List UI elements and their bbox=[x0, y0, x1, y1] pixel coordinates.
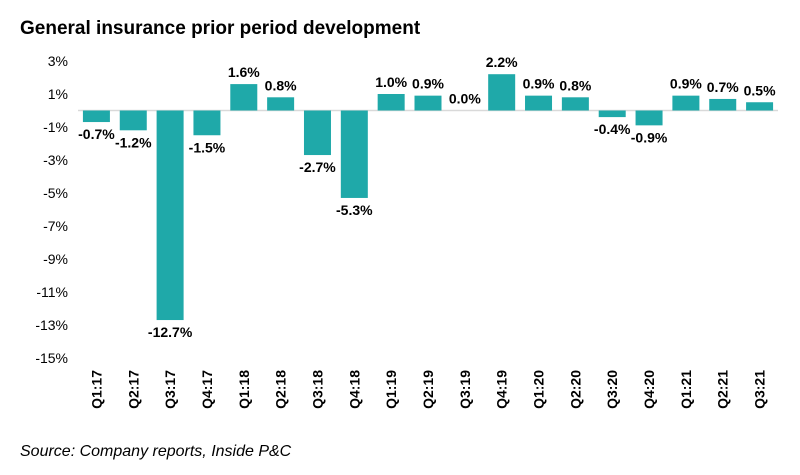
y-tick-label: -9% bbox=[43, 251, 68, 267]
data-label: -0.7% bbox=[78, 126, 115, 142]
y-tick-label: -15% bbox=[35, 350, 68, 366]
x-tick-label: Q2:17 bbox=[125, 370, 141, 409]
source-note: Source: Company reports, Inside P&C bbox=[20, 443, 292, 460]
bar bbox=[672, 95, 700, 111]
data-label: 0.8% bbox=[265, 77, 297, 93]
bar bbox=[746, 102, 774, 111]
x-tick-label: Q3:17 bbox=[162, 370, 178, 409]
y-tick-label: -7% bbox=[43, 218, 68, 234]
data-label: 1.0% bbox=[375, 74, 407, 90]
x-tick-label: Q3:18 bbox=[309, 370, 325, 409]
data-label: -2.7% bbox=[299, 159, 336, 175]
y-tick-label: -13% bbox=[35, 317, 68, 333]
bar bbox=[267, 97, 295, 111]
data-label: 0.9% bbox=[412, 76, 444, 92]
x-tick-label: Q4:18 bbox=[346, 370, 362, 409]
data-label: -1.2% bbox=[115, 134, 152, 150]
bar bbox=[119, 110, 147, 131]
data-label: -5.3% bbox=[336, 202, 373, 218]
x-tick-label: Q3:20 bbox=[604, 370, 620, 409]
x-tick-label: Q2:21 bbox=[715, 370, 731, 409]
x-tick-label: Q2:18 bbox=[273, 370, 289, 409]
bar bbox=[82, 110, 110, 123]
data-label: 0.7% bbox=[707, 79, 739, 95]
bar bbox=[156, 110, 184, 321]
data-label: 0.5% bbox=[744, 82, 776, 98]
data-label: 0.9% bbox=[523, 76, 555, 92]
bar bbox=[525, 95, 553, 111]
y-tick-label: -1% bbox=[43, 119, 68, 135]
bar bbox=[561, 97, 589, 111]
x-tick-label: Q1:20 bbox=[531, 370, 547, 409]
x-tick-label: Q4:19 bbox=[494, 370, 510, 409]
y-tick-label: -3% bbox=[43, 152, 68, 168]
x-tick-label: Q3:19 bbox=[457, 370, 473, 409]
bar bbox=[709, 98, 737, 111]
bar bbox=[414, 95, 442, 111]
x-tick-label: Q2:19 bbox=[420, 370, 436, 409]
bar bbox=[635, 110, 663, 126]
x-tick-label: Q2:20 bbox=[567, 370, 583, 409]
data-label: 0.8% bbox=[559, 77, 591, 93]
x-tick-label: Q4:17 bbox=[199, 370, 215, 409]
y-tick-label: 1% bbox=[48, 86, 68, 102]
data-label: 0.9% bbox=[670, 76, 702, 92]
y-tick-label: -5% bbox=[43, 185, 68, 201]
data-label: 0.0% bbox=[449, 91, 481, 107]
x-tick-label: Q1:18 bbox=[236, 370, 252, 409]
data-label: -12.7% bbox=[148, 324, 193, 340]
x-tick-label: Q1:21 bbox=[678, 370, 694, 409]
data-label: 2.2% bbox=[486, 54, 518, 70]
x-tick-label: Q3:21 bbox=[752, 370, 768, 409]
x-tick-label: Q4:20 bbox=[641, 370, 657, 409]
bar bbox=[377, 94, 405, 111]
bar bbox=[230, 84, 258, 111]
y-tick-label: -11% bbox=[36, 284, 68, 300]
bar bbox=[340, 110, 368, 198]
y-tick-label: 3% bbox=[48, 53, 68, 69]
data-label: -0.9% bbox=[631, 129, 668, 145]
x-tick-label: Q1:17 bbox=[88, 370, 104, 409]
bar bbox=[488, 74, 516, 111]
data-label: -1.5% bbox=[189, 139, 226, 155]
x-tick-label: Q1:19 bbox=[383, 370, 399, 409]
bar bbox=[193, 110, 221, 136]
chart-title: General insurance prior period developme… bbox=[20, 18, 421, 39]
bar bbox=[598, 110, 626, 118]
data-label: -0.4% bbox=[594, 121, 631, 137]
data-label: 1.6% bbox=[228, 64, 260, 80]
bar bbox=[303, 110, 331, 156]
